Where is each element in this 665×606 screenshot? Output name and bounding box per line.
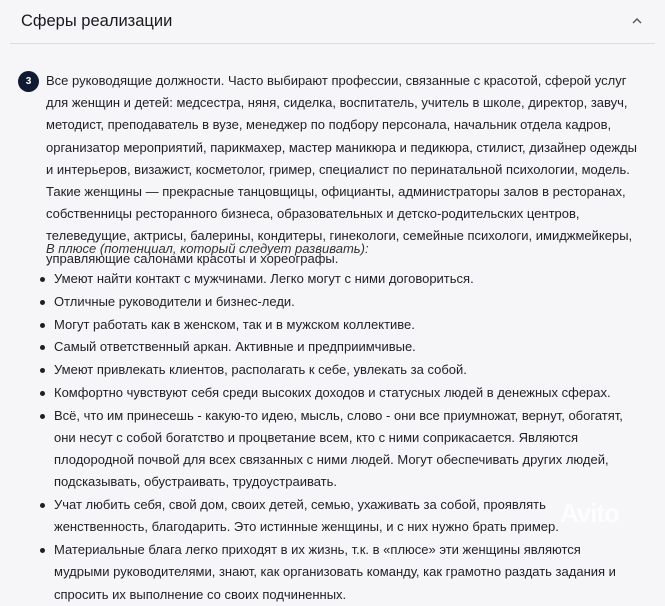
list-item: Отличные руководители и бизнес-леди. (0, 291, 639, 313)
bullet-icon (40, 345, 45, 351)
list-item: Умеют найти контакт с мужчинами. Легко м… (0, 268, 639, 290)
list-item-text: Комфортно чувствуют себя среди высоких д… (54, 384, 611, 400)
list-item: Всё, что им принесешь - какую-то идею, м… (0, 405, 639, 494)
bullet-icon (40, 322, 45, 328)
bullet-icon (40, 503, 45, 509)
list-item-text: Могут работать как в женском, так и в му… (54, 316, 415, 332)
section-title: Сферы реализации (21, 12, 173, 30)
bullet-icon (40, 368, 45, 374)
divider (10, 43, 655, 44)
plus-list: Умеют найти контакт с мужчинами. Легко м… (0, 268, 665, 606)
bullet-icon (40, 277, 45, 282)
list-item-text: Всё, что им принесешь - какую-то идею, м… (54, 407, 623, 490)
description-paragraph: Все руководящие должности. Часто выбираю… (46, 73, 638, 266)
list-item: Материальные блага легко приходят в их ж… (0, 539, 639, 606)
bullet-icon (40, 548, 45, 554)
chevron-up-icon[interactable] (628, 12, 646, 30)
plus-heading: В плюсе (потенциал, который следует разв… (46, 241, 369, 256)
list-item: Самый ответственный аркан. Активные и пр… (0, 336, 639, 358)
list-item-text: Учат любить себя, свой дом, своих детей,… (54, 497, 559, 535)
list-item-text: Умеют найти контакт с мужчинами. Легко м… (54, 271, 474, 286)
list-item: Могут работать как в женском, так и в му… (0, 314, 639, 336)
list-item-text: Умеют привлекать клиентов, располагать к… (54, 362, 467, 378)
list-item-text: Материальные блага легко приходят в их ж… (54, 542, 616, 602)
bullet-icon (40, 413, 45, 419)
number-badge: 3 (18, 71, 39, 92)
list-item: Умеют привлекать клиентов, располагать к… (0, 359, 639, 381)
avito-watermark: Avito (560, 498, 620, 528)
bullet-icon (40, 299, 45, 305)
list-item-text: Самый ответственный аркан. Активные и пр… (54, 339, 416, 355)
list-item: Комфортно чувствуют себя среди высоких д… (0, 382, 639, 404)
list-item: Учат любить себя, свой дом, своих детей,… (0, 494, 639, 538)
bullet-icon (40, 390, 45, 396)
section-header[interactable]: Сферы реализации (0, 0, 665, 43)
list-item-text: Отличные руководители и бизнес-леди. (54, 293, 295, 309)
